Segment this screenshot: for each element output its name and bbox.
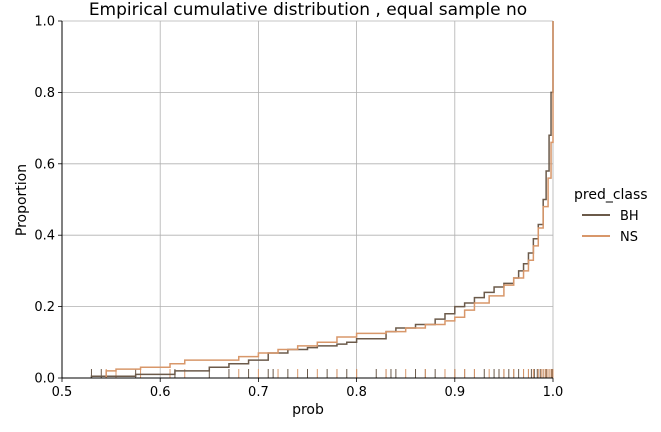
chart-title: Empirical cumulative distribution , equa… [89,0,527,20]
legend-label-ns: NS [620,230,638,245]
x-tick-label: 0.7 [248,385,269,400]
x-tick-label: 0.5 [52,385,73,400]
x-axis-label: prob [292,402,324,418]
grid [61,20,554,379]
x-tick-label: 1.0 [543,385,564,400]
legend-title: pred_class [574,187,648,203]
legend-label-bh: BH [620,209,639,224]
x-tick-label: 0.6 [150,385,171,400]
y-tick-label: 0.8 [34,86,55,101]
x-tick-label: 0.8 [346,385,367,400]
x-axis-ticks: 0.5 0.6 0.7 0.8 0.9 1.0 [52,378,564,400]
y-axis-label: Proportion [14,164,30,236]
y-tick-label: 0.2 [34,300,55,315]
ecdf-line-bh [90,21,554,378]
ecdf-line-ns [105,21,554,378]
y-tick-label: 1.0 [34,15,55,30]
legend: pred_class BH NS [574,187,648,245]
y-axis-ticks: 0.0 0.2 0.4 0.6 0.8 1.0 [34,15,62,387]
y-tick-label: 0.4 [34,229,55,244]
axes [61,21,553,379]
y-tick-label: 0.0 [34,372,55,387]
rug-marks [90,369,554,378]
ecdf-lines [90,21,554,378]
x-tick-label: 0.9 [444,385,465,400]
y-tick-label: 0.6 [34,157,55,172]
